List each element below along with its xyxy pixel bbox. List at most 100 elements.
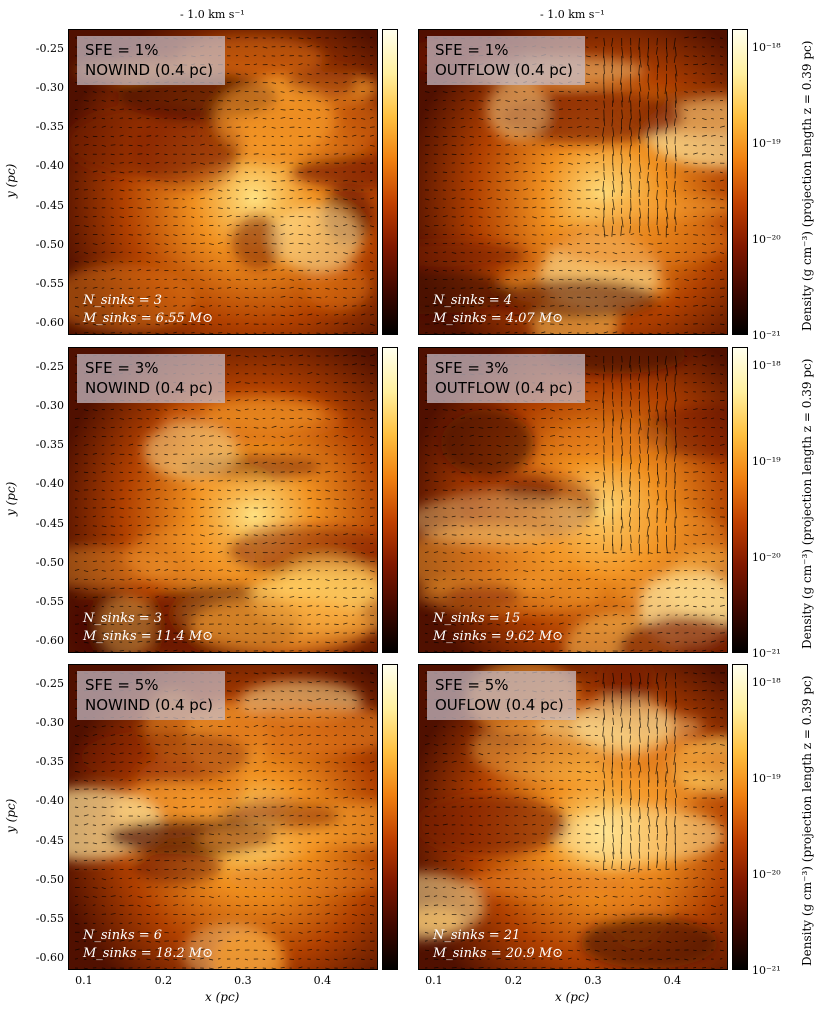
run-label: OUTFLOW (0.4 pc)	[435, 379, 573, 397]
sink-mass: M_sinks = 20.9 M⊙	[433, 946, 563, 961]
panel-label-box: SFE = 5% NOWIND (0.4 pc)	[77, 671, 225, 720]
y-tick-label: -0.45	[35, 516, 64, 530]
run-label: NOWIND (0.4 pc)	[85, 696, 213, 714]
sink-count: N_sinks = 6	[83, 928, 163, 943]
y-tick-label: -0.35	[35, 755, 64, 769]
y-tick-label: -0.35	[35, 120, 64, 134]
x-tick-label: 0.2	[154, 974, 173, 987]
sink-count: N_sinks = 21	[433, 928, 521, 943]
y-tick-label: -0.55	[35, 277, 64, 290]
y-tick-label: -0.25	[35, 41, 64, 55]
x-tick-label: 0.2	[504, 974, 523, 987]
y-tick-label: -0.40	[35, 794, 64, 808]
colorbar-tick-label: 10⁻¹⁸	[752, 676, 781, 689]
y-tick-label: -0.45	[35, 198, 64, 212]
sink-count: N_sinks = 3	[83, 611, 163, 626]
colorbar-label: Density (g cm⁻³) (projection length z = …	[800, 675, 814, 966]
colorbar-tick-label: 10⁻²⁰	[752, 551, 781, 564]
y-tick-label: -0.25	[35, 359, 64, 373]
sink-mass: M_sinks = 4.07 M⊙	[433, 311, 563, 326]
sink-stats: N_sinks = 21 M_sinks = 20.9 M⊙	[433, 927, 563, 963]
colorbar-tick-label: 10⁻²¹	[752, 329, 781, 342]
y-tick-label: -0.55	[35, 912, 64, 925]
colorbar	[382, 347, 398, 653]
sfe-label: SFE = 5%	[85, 676, 159, 694]
density-map	[69, 30, 377, 334]
x-tick-label: 0.3	[584, 974, 602, 987]
sink-mass: M_sinks = 9.62 M⊙	[433, 629, 563, 644]
y-tick-label: -0.50	[35, 872, 64, 886]
panel-label-box: SFE = 1% OUTFLOW (0.4 pc)	[427, 36, 585, 85]
panel-label-box: SFE = 3% NOWIND (0.4 pc)	[77, 354, 225, 403]
sink-stats: N_sinks = 3 M_sinks = 11.4 M⊙	[83, 610, 213, 646]
density-panel: SFE = 1% OUTFLOW (0.4 pc) N_sinks = 4 M_sin…	[418, 29, 728, 335]
sink-mass: M_sinks = 6.55 M⊙	[83, 311, 213, 326]
sink-stats: N_sinks = 3 M_sinks = 6.55 M⊙	[83, 292, 213, 328]
panel-label-box: SFE = 3% OUTFLOW (0.4 pc)	[427, 354, 585, 403]
sink-count: N_sinks = 3	[83, 293, 163, 308]
sink-mass: M_sinks = 18.2 M⊙	[83, 946, 213, 961]
x-axis-label: x (pc)	[205, 990, 240, 1004]
y-tick-label: -0.50	[35, 237, 64, 251]
velocity-scale-label: - 1.0 km s⁻¹	[180, 8, 245, 21]
y-axis-label: y (pc)	[4, 798, 18, 833]
colorbar-tick-label: 10⁻¹⁹	[752, 455, 781, 468]
sink-stats: N_sinks = 15 M_sinks = 9.62 M⊙	[433, 610, 563, 646]
sink-stats: N_sinks = 4 M_sinks = 4.07 M⊙	[433, 292, 563, 328]
colorbar-tick-label: 10⁻²¹	[752, 647, 781, 660]
x-axis-label: x (pc)	[555, 990, 590, 1004]
y-tick-label: -0.45	[35, 833, 64, 847]
sfe-label: SFE = 1%	[435, 41, 509, 59]
panel-label-box: SFE = 1% NOWIND (0.4 pc)	[77, 36, 225, 85]
colorbar-label: Density (g cm⁻³) (projection length z = …	[800, 358, 814, 649]
colorbar-tick-label: 10⁻¹⁹	[752, 137, 781, 150]
x-tick-label: 0.1	[425, 974, 443, 987]
density-panel: SFE = 3% OUTFLOW (0.4 pc) N_sinks = 15 M_si…	[418, 347, 728, 653]
run-label: NOWIND (0.4 pc)	[85, 379, 213, 397]
colorbar	[382, 664, 398, 970]
density-panel: SFE = 3% NOWIND (0.4 pc) N_sinks = 3 M_sink…	[68, 347, 378, 653]
y-tick-label: -0.55	[35, 595, 64, 608]
y-tick-label: -0.30	[35, 80, 64, 94]
run-label: OUFLOW (0.4 pc)	[435, 696, 564, 714]
y-tick-label: -0.40	[35, 477, 64, 491]
colorbar-tick-label: 10⁻²¹	[752, 964, 781, 977]
x-tick-label: 0.1	[75, 974, 93, 987]
y-tick-label: -0.60	[35, 634, 64, 648]
sink-mass: M_sinks = 11.4 M⊙	[83, 629, 213, 644]
x-tick-label: 0.4	[313, 974, 332, 987]
y-tick-label: -0.60	[35, 316, 64, 330]
y-tick-label: -0.40	[35, 159, 64, 173]
colorbar	[732, 664, 748, 970]
sfe-label: SFE = 5%	[435, 676, 509, 694]
y-tick-label: -0.25	[35, 676, 64, 690]
density-panel: SFE = 5% NOWIND (0.4 pc) N_sinks = 6 M_sink…	[68, 664, 378, 970]
colorbar	[732, 29, 748, 335]
y-axis-label: y (pc)	[4, 481, 18, 516]
run-label: OUTFLOW (0.4 pc)	[435, 61, 573, 79]
colorbar-label: Density (g cm⁻³) (projection length z = …	[800, 40, 814, 331]
y-tick-label: -0.35	[35, 438, 64, 452]
colorbar-tick-label: 10⁻²⁰	[752, 233, 781, 246]
y-axis-label: y (pc)	[4, 163, 18, 198]
sfe-label: SFE = 3%	[85, 359, 159, 377]
y-tick-label: -0.30	[35, 715, 64, 729]
sfe-label: SFE = 1%	[85, 41, 159, 59]
density-panel: SFE = 1% NOWIND (0.4 pc) N_sinks = 3 M_sink…	[68, 29, 378, 335]
velocity-scale-label: - 1.0 km s⁻¹	[540, 8, 605, 21]
sfe-label: SFE = 3%	[435, 359, 509, 377]
colorbar	[382, 29, 398, 335]
x-tick-label: 0.3	[234, 974, 252, 987]
sink-count: N_sinks = 4	[433, 293, 513, 308]
colorbar-tick-label: 10⁻¹⁸	[752, 41, 781, 54]
colorbar-tick-label: 10⁻¹⁹	[752, 772, 781, 785]
colorbar-tick-label: 10⁻²⁰	[752, 868, 781, 881]
colorbar-tick-label: 10⁻¹⁸	[752, 359, 781, 372]
y-tick-label: -0.50	[35, 555, 64, 569]
run-label: NOWIND (0.4 pc)	[85, 61, 213, 79]
x-tick-label: 0.4	[663, 974, 682, 987]
density-panel: SFE = 5% OUFLOW (0.4 pc) N_sinks = 21 M_sin…	[418, 664, 728, 970]
y-tick-label: -0.60	[35, 951, 64, 965]
sink-count: N_sinks = 15	[433, 611, 521, 626]
sink-stats: N_sinks = 6 M_sinks = 18.2 M⊙	[83, 927, 213, 963]
